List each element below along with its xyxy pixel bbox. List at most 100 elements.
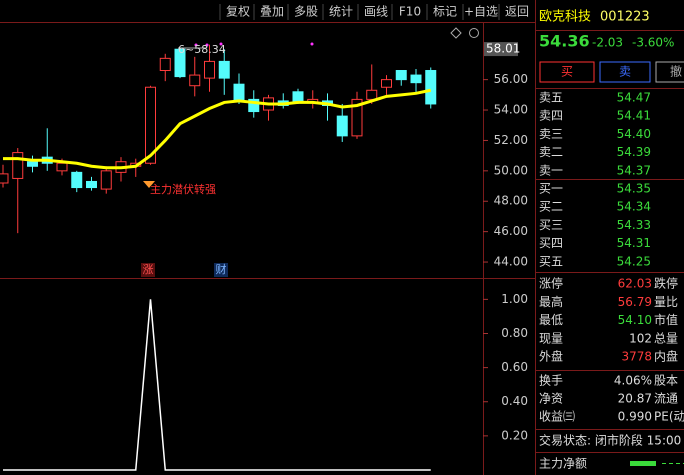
candle-body bbox=[159, 57, 171, 72]
candle-body bbox=[204, 60, 215, 79]
book-label: 买五 bbox=[539, 254, 563, 268]
icon[interactable] bbox=[450, 27, 462, 39]
high-label: 6~58.34 bbox=[178, 43, 226, 56]
toolbar-button[interactable]: F10 bbox=[399, 5, 421, 19]
candle-body bbox=[410, 74, 422, 84]
trade-button[interactable]: 买 bbox=[561, 65, 573, 79]
candle-body bbox=[56, 162, 68, 172]
stat-value: 0.990 bbox=[618, 410, 652, 424]
y-tick-label: 56.00 bbox=[494, 72, 528, 86]
flow-label: 主力净额 bbox=[539, 457, 587, 471]
candle-body bbox=[366, 89, 378, 100]
indicator-line bbox=[3, 299, 431, 471]
price-tag bbox=[484, 42, 518, 57]
book-price: 54.41 bbox=[617, 109, 651, 123]
stat-value: 102 bbox=[629, 331, 652, 345]
toolbar-button[interactable]: 叠加 bbox=[260, 5, 284, 19]
stat-label: 总量 bbox=[654, 331, 678, 345]
stat-label: 外盘 bbox=[539, 349, 563, 364]
candle-body bbox=[0, 173, 9, 184]
toolbar-button[interactable]: 统计 bbox=[329, 5, 353, 19]
stat-label: 最高 bbox=[539, 294, 563, 309]
y-tick-label: 44.00 bbox=[494, 255, 528, 269]
stat-label: 净资 bbox=[539, 392, 563, 406]
icon[interactable] bbox=[469, 28, 479, 38]
book-price: 54.37 bbox=[617, 163, 651, 177]
y-tick-label: 48.00 bbox=[494, 194, 528, 208]
candle-body bbox=[86, 180, 97, 189]
candle-body bbox=[248, 98, 260, 113]
stat-value: 62.03 bbox=[618, 277, 652, 291]
book-label: 买三 bbox=[539, 218, 563, 232]
book-price: 54.40 bbox=[617, 127, 651, 141]
book-label: 买二 bbox=[539, 200, 563, 214]
toolbar-button[interactable]: 标记 bbox=[433, 5, 457, 19]
stock-name: 欧克科技 bbox=[539, 10, 591, 25]
book-price: 54.34 bbox=[617, 200, 651, 214]
candle-body bbox=[145, 86, 156, 164]
candle-body bbox=[292, 91, 304, 103]
price-tag-label: 58.01 bbox=[486, 42, 520, 56]
toolbar-button[interactable]: 多股 bbox=[294, 5, 318, 19]
stat-label: PE(动) bbox=[654, 410, 684, 424]
stat-value: 54.10 bbox=[618, 313, 652, 327]
stat-label: 收益㈢ bbox=[539, 410, 575, 424]
trade-button-frame[interactable] bbox=[539, 61, 595, 83]
stat-label: 股本 bbox=[654, 374, 678, 388]
book-price: 54.47 bbox=[617, 91, 651, 105]
book-label: 卖四 bbox=[539, 109, 563, 123]
y-tick-label: 0.80 bbox=[501, 326, 528, 340]
candle-body bbox=[12, 152, 24, 179]
candle-body bbox=[174, 48, 186, 78]
book-label: 卖一 bbox=[539, 163, 563, 177]
y-tick-label: 1.00 bbox=[501, 292, 528, 306]
stat-value: 56.79 bbox=[618, 295, 652, 309]
candle-body bbox=[336, 115, 348, 137]
y-tick-label: 46.00 bbox=[494, 224, 528, 238]
y-tick-label: 54.00 bbox=[494, 103, 528, 117]
trade-button[interactable]: 卖 bbox=[619, 65, 631, 79]
book-label: 卖二 bbox=[539, 145, 563, 159]
candle-body bbox=[381, 79, 392, 88]
y-tick-label: 0.60 bbox=[501, 360, 528, 374]
candle-body bbox=[425, 70, 437, 105]
candle-body bbox=[351, 98, 363, 137]
stat-label: 市值 bbox=[654, 312, 678, 327]
stat-label: 流通 bbox=[654, 392, 678, 406]
trade-button[interactable]: 撤 bbox=[670, 64, 682, 79]
candle-body bbox=[233, 83, 245, 102]
candle-body bbox=[189, 74, 201, 87]
candle-body bbox=[395, 70, 407, 81]
toolbar-button[interactable]: 返回 bbox=[505, 5, 529, 19]
book-label: 买一 bbox=[539, 182, 563, 196]
candle-body bbox=[218, 60, 230, 79]
marker: 涨 bbox=[143, 263, 154, 276]
trade-button-frame[interactable] bbox=[655, 61, 684, 83]
stat-label: 量比 bbox=[654, 295, 678, 309]
trade-button-frame[interactable] bbox=[599, 61, 651, 83]
flow-bar bbox=[630, 461, 656, 466]
book-price: 54.35 bbox=[617, 182, 651, 196]
stat-label: 现量 bbox=[539, 331, 563, 345]
dot bbox=[194, 43, 198, 47]
y-tick-label: 0.40 bbox=[501, 394, 528, 408]
change-pct: -3.60% bbox=[632, 36, 674, 50]
stat-label: 涨停 bbox=[539, 276, 563, 291]
book-label: 买四 bbox=[539, 236, 563, 250]
stat-label: 内盘 bbox=[654, 349, 678, 364]
dot bbox=[219, 42, 223, 46]
book-price: 54.31 bbox=[617, 236, 651, 250]
trade-status: 交易状态: 闭市阶段 15:00 bbox=[539, 433, 681, 448]
candle-body bbox=[27, 161, 38, 167]
stock-code: 001223 bbox=[600, 10, 650, 25]
annotation: 主力潜伏转强 bbox=[150, 182, 216, 196]
book-price: 54.39 bbox=[617, 145, 651, 159]
book-price: 54.33 bbox=[617, 218, 651, 232]
toolbar-button[interactable]: 复权 bbox=[226, 5, 250, 19]
toolbar-button[interactable]: 画线 bbox=[364, 5, 388, 19]
toolbar-button[interactable]: +自选 bbox=[464, 5, 498, 19]
book-label: 卖五 bbox=[539, 91, 563, 105]
y-tick-label: 52.00 bbox=[494, 133, 528, 147]
